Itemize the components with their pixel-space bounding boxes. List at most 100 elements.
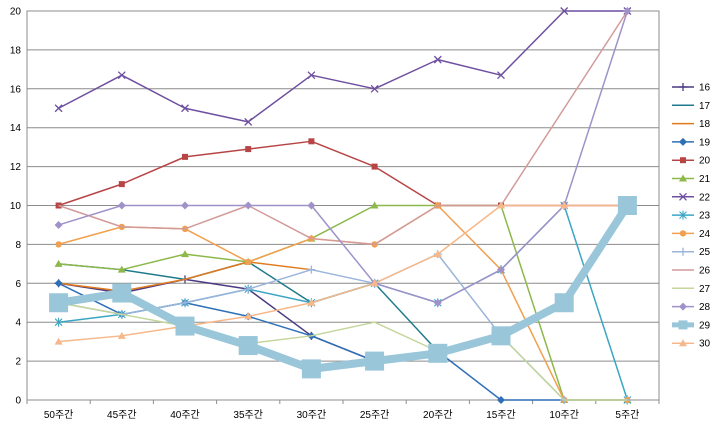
series-line (58, 10, 629, 304)
y-tick-label: 8 (15, 240, 21, 251)
series-line (58, 10, 628, 123)
legend-label: 21 (699, 174, 711, 185)
data-point (54, 337, 63, 345)
legend-label: 20 (699, 156, 711, 167)
x-tick-label: 25주간 (360, 409, 390, 421)
data-point (679, 192, 687, 201)
legend-label: 29 (699, 320, 711, 331)
data-point (238, 336, 258, 356)
legend-item-27: 27 (672, 284, 711, 295)
x-tick-label: 20주간 (423, 409, 453, 421)
data-point (428, 343, 448, 363)
data-point (307, 201, 316, 210)
data-point (117, 265, 126, 273)
data-point (307, 265, 316, 274)
legend-item-28: 28 (672, 302, 711, 313)
data-point (433, 55, 442, 64)
legend: 16 17 18 19 20 21 22 23 24 25 26 27 28 29 30 (672, 83, 711, 350)
series-22 (54, 7, 632, 126)
data-point (181, 104, 189, 113)
data-point (497, 396, 505, 404)
data-point (371, 163, 378, 170)
data-point (117, 331, 126, 339)
y-tick-label: 16 (10, 84, 22, 95)
series-28 (54, 7, 632, 307)
legend-label: 24 (699, 229, 711, 240)
data-point (301, 359, 321, 379)
series-line (58, 302, 628, 401)
legend-item-25: 25 (672, 247, 711, 258)
y-tick-label: 6 (15, 279, 21, 290)
data-point (433, 298, 442, 307)
data-point (497, 71, 505, 80)
x-tick-label: 35주간 (233, 409, 263, 421)
data-point (244, 117, 253, 126)
legend-label: 17 (699, 101, 711, 112)
data-point (182, 153, 188, 160)
y-tick-label: 14 (10, 123, 22, 134)
data-point (678, 320, 688, 330)
data-point (679, 230, 687, 237)
legend-label: 23 (699, 211, 711, 222)
legend-item-24: 24 (672, 229, 711, 240)
series-line (57, 203, 631, 373)
data-point (679, 210, 687, 220)
data-point (245, 146, 252, 153)
data-point (679, 83, 687, 91)
data-point (245, 258, 252, 266)
data-point (117, 201, 126, 210)
series-29 (49, 196, 637, 379)
series-27 (58, 302, 628, 401)
legend-label: 30 (699, 339, 711, 350)
x-tick-label: 30주간 (297, 409, 327, 421)
legend-item-19: 19 (672, 137, 711, 148)
series-26 (58, 10, 629, 246)
data-point (307, 298, 316, 306)
legend-item-20: 20 (672, 156, 711, 167)
data-point (491, 326, 511, 346)
data-point (679, 247, 687, 256)
legend-label: 25 (699, 247, 711, 258)
data-point (49, 293, 69, 313)
data-point (181, 250, 189, 258)
legend-label: 22 (699, 192, 711, 203)
legend-label: 19 (699, 137, 711, 148)
series-line (58, 204, 628, 401)
data-point (679, 302, 687, 311)
legend-label: 27 (699, 284, 711, 295)
y-tick-label: 12 (10, 162, 22, 173)
legend-label: 28 (699, 302, 711, 313)
data-point (54, 279, 63, 288)
data-point (365, 351, 385, 371)
data-point (54, 317, 63, 327)
y-tick-label: 2 (15, 357, 21, 368)
legend-item-16: 16 (672, 83, 711, 94)
data-point (680, 157, 686, 164)
data-point (679, 137, 687, 146)
data-point (112, 283, 132, 303)
legend-item-21: 21 (672, 174, 711, 185)
x-tick-label: 50주간 (44, 409, 74, 421)
data-point (181, 201, 189, 210)
x-tick-label: 10주간 (549, 409, 579, 421)
data-point (181, 298, 189, 307)
data-point (560, 201, 569, 209)
data-point (55, 241, 62, 248)
data-point (370, 279, 379, 287)
legend-item-17: 17 (672, 101, 711, 112)
data-point (497, 201, 505, 209)
x-tick-label: 15주간 (486, 409, 516, 421)
axes: 0 2 4 6 8 10 12 14 16 18 20 50주간 45주간 40주간 35주간 30주간 25주… (10, 7, 660, 421)
data-point (244, 312, 253, 320)
series-line (58, 204, 628, 343)
data-point (244, 285, 253, 294)
y-tick-label: 10 (10, 201, 22, 212)
legend-label: 26 (699, 266, 711, 277)
data-point (307, 71, 316, 80)
data-point (117, 71, 126, 80)
data-point (679, 174, 687, 182)
x-tick-label: 40주간 (170, 409, 200, 421)
legend-item-30: 30 (672, 339, 711, 350)
series-18 (58, 261, 312, 292)
